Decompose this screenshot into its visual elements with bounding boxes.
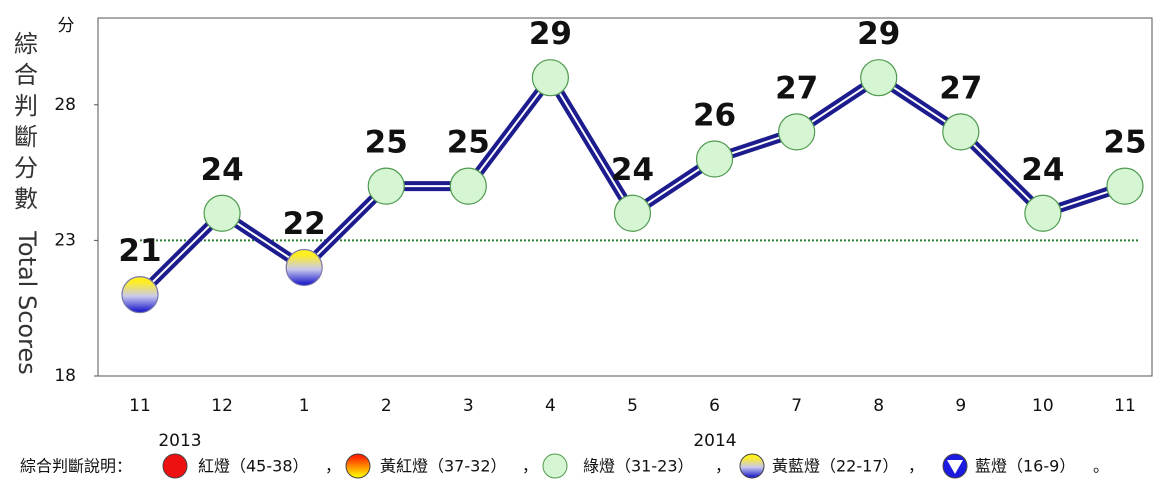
x-tick-label: 12 bbox=[211, 396, 233, 416]
data-label: 24 bbox=[1021, 152, 1064, 188]
legend-separator: ， bbox=[715, 457, 731, 476]
x-tick-label: 11 bbox=[1114, 396, 1136, 416]
y-tick-label: 23 bbox=[54, 230, 76, 250]
y-unit: 分 bbox=[58, 16, 75, 36]
data-label: 21 bbox=[118, 233, 161, 269]
x-tick-label: 8 bbox=[873, 396, 884, 416]
x-tick-label: 2 bbox=[381, 396, 392, 416]
x-tick-label: 1 bbox=[299, 396, 310, 416]
point bbox=[860, 59, 898, 97]
y-tick-label: 28 bbox=[54, 95, 76, 115]
legend-label: 黃紅燈（37-32） bbox=[380, 457, 507, 476]
point bbox=[695, 140, 734, 178]
point bbox=[367, 167, 405, 205]
legend-end: 。 bbox=[1093, 457, 1109, 476]
y-label-char: 判 bbox=[14, 92, 38, 120]
data-label: 25 bbox=[1103, 125, 1146, 161]
data-label: 26 bbox=[693, 98, 736, 134]
x-tick-label: 4 bbox=[545, 396, 556, 416]
legend-label: 綠燈（31-23） bbox=[583, 457, 694, 476]
data-label: 22 bbox=[283, 206, 326, 242]
legend-separator: ， bbox=[522, 457, 538, 476]
y-tick-label: 18 bbox=[54, 366, 76, 386]
x-tick-label: 9 bbox=[955, 396, 966, 416]
point bbox=[449, 167, 487, 205]
legend-marker bbox=[345, 453, 371, 479]
year-label: 2014 bbox=[693, 431, 736, 451]
x-tick-label: 10 bbox=[1032, 396, 1054, 416]
data-label: 27 bbox=[939, 70, 982, 106]
y-label-char: 分 bbox=[14, 154, 38, 182]
data-label: 25 bbox=[447, 125, 490, 161]
x-tick-label: 5 bbox=[627, 396, 638, 416]
point bbox=[203, 194, 241, 232]
data-label: 25 bbox=[365, 125, 408, 161]
data-label: 27 bbox=[775, 70, 818, 106]
data-label: 24 bbox=[201, 152, 244, 188]
legend-label: 藍燈（16-9） bbox=[975, 457, 1075, 476]
legend-marker bbox=[739, 453, 765, 479]
point bbox=[531, 59, 570, 97]
legend-triangle bbox=[947, 460, 963, 474]
y-label-en: Total Scores bbox=[13, 230, 41, 374]
y-label-char: 數 bbox=[14, 185, 38, 213]
y-label-char: 合 bbox=[14, 61, 38, 89]
x-tick-label: 11 bbox=[129, 396, 151, 416]
legend-separator: ， bbox=[325, 457, 341, 476]
x-tick-label: 3 bbox=[463, 396, 474, 416]
legend-label: 紅燈（45-38） bbox=[198, 457, 309, 476]
x-tick-label: 6 bbox=[709, 396, 720, 416]
y-label-char: 斷 bbox=[14, 123, 38, 151]
data-label: 29 bbox=[529, 16, 572, 52]
point bbox=[613, 194, 652, 232]
legend-marker bbox=[542, 453, 568, 479]
point bbox=[942, 113, 980, 151]
legend-label: 黃藍燈（22-17） bbox=[772, 457, 899, 476]
legend-separator: ， bbox=[908, 457, 924, 476]
point bbox=[1024, 194, 1062, 232]
point bbox=[778, 113, 816, 151]
legend-marker bbox=[162, 453, 188, 479]
data-label: 29 bbox=[857, 16, 900, 52]
y-label-zh: 綜合判斷分數 bbox=[14, 30, 38, 213]
point bbox=[285, 248, 323, 287]
point bbox=[121, 276, 159, 314]
y-label-char: 綜 bbox=[14, 30, 38, 58]
legend-title: 綜合判斷說明： bbox=[20, 457, 132, 476]
point bbox=[1106, 167, 1144, 205]
data-label: 24 bbox=[611, 152, 654, 188]
x-tick-label: 7 bbox=[791, 396, 802, 416]
year-label: 2013 bbox=[158, 431, 201, 451]
